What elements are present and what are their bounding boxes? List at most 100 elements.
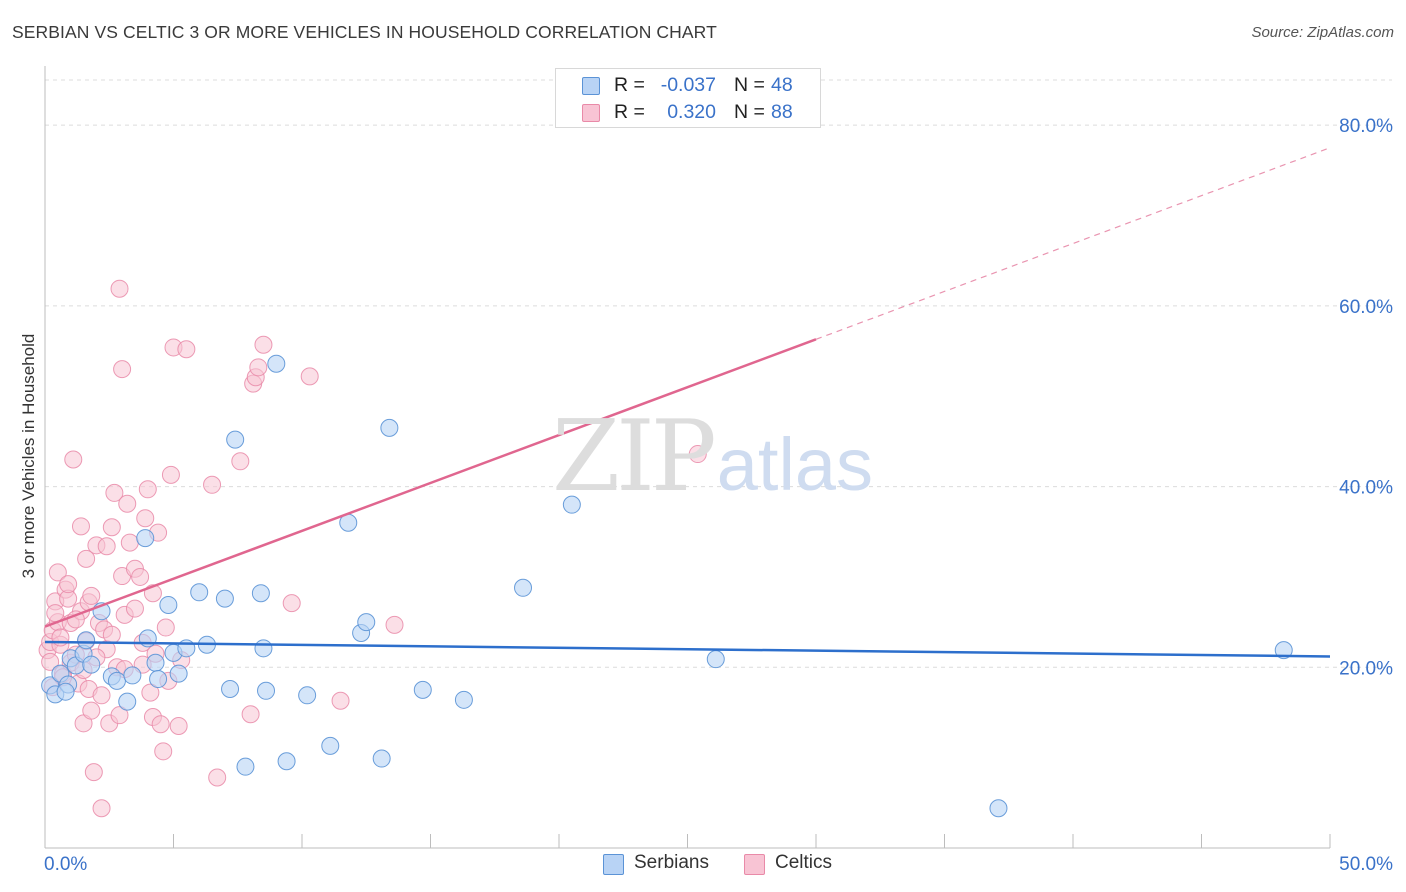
- celtic-point: [161, 465, 180, 484]
- serbian-trend-line: [44, 640, 1331, 658]
- celtic-point: [282, 594, 301, 613]
- celtic-point: [110, 279, 129, 298]
- celtic-point: [203, 475, 222, 494]
- celtic-point: [249, 358, 268, 377]
- serbian-points: [41, 354, 1293, 818]
- celtic-point: [120, 533, 139, 552]
- serbian-point: [989, 799, 1008, 818]
- serbian-point: [454, 690, 473, 709]
- celtic-point: [154, 742, 173, 761]
- celtics-swatch: [582, 104, 600, 122]
- celtic-point: [118, 494, 137, 513]
- serbian-point: [372, 749, 391, 768]
- celtic-point: [300, 367, 319, 386]
- celtic-point: [102, 518, 121, 537]
- chart-title: SERBIAN VS CELTIC 3 OR MORE VEHICLES IN …: [12, 22, 717, 42]
- n-label: N =: [734, 101, 765, 123]
- x-tick-label: 50.0%: [1339, 854, 1393, 875]
- celtic-point: [77, 549, 96, 568]
- serbian-point: [169, 664, 188, 683]
- celtic-point: [131, 567, 150, 586]
- y-tick-label: 80.0%: [1339, 116, 1393, 137]
- serbian-point: [298, 686, 317, 705]
- serbian-point: [118, 692, 137, 711]
- trend-lines: [44, 147, 1331, 658]
- celtic-point: [177, 340, 196, 359]
- celtic-point: [46, 604, 65, 623]
- celtic-point: [169, 717, 188, 736]
- celtic-point: [71, 517, 90, 536]
- celtic-point: [102, 625, 121, 644]
- serbian-point: [251, 584, 270, 603]
- celtic-point: [82, 586, 101, 605]
- celtic-point: [84, 763, 103, 782]
- serbian-point: [277, 752, 296, 771]
- celtic-points: [38, 279, 707, 818]
- celtic-point: [331, 691, 350, 710]
- celtic-point: [241, 705, 260, 724]
- celtic-point: [41, 652, 60, 671]
- n-value: 88: [771, 101, 793, 123]
- celtic-point: [136, 509, 155, 528]
- serbian-point: [221, 679, 240, 698]
- celtics-swatch: [744, 854, 765, 875]
- n-label: N =: [734, 74, 765, 96]
- celtic-point: [92, 686, 111, 705]
- legend-row-serbians: R = -0.037 N = 48: [556, 73, 820, 99]
- celtic-point: [385, 615, 404, 634]
- source-label: Source: ZipAtlas.com: [1251, 24, 1394, 41]
- serbian-point: [706, 650, 725, 669]
- y-tick-label: 40.0%: [1339, 478, 1393, 499]
- celtic-point: [254, 335, 273, 354]
- serbian-point: [82, 655, 101, 674]
- serbian-point: [357, 613, 376, 632]
- n-value: 48: [771, 74, 793, 96]
- y-tick-label: 20.0%: [1339, 658, 1393, 679]
- y-axis-label: 3 or more Vehicles in Household: [19, 334, 38, 579]
- celtic-point: [141, 683, 160, 702]
- serbian-point: [380, 418, 399, 437]
- x-tick-label: 0.0%: [44, 854, 87, 875]
- serbian-point: [562, 495, 581, 514]
- celtic-point: [151, 715, 170, 734]
- celtic-point: [110, 706, 129, 725]
- r-label: R =: [614, 101, 645, 123]
- celtic-point: [208, 768, 227, 787]
- serbian-point: [413, 680, 432, 699]
- celtic-point: [113, 360, 132, 379]
- serbian-point: [149, 670, 168, 689]
- legend-row-celtics: R = 0.320 N = 88: [556, 100, 820, 126]
- serbian-point: [321, 736, 340, 755]
- serbians-swatch: [603, 854, 624, 875]
- serbian-point: [146, 653, 165, 672]
- celtic-point: [48, 563, 67, 582]
- grid-lines: [45, 79, 1392, 668]
- celtic-point: [156, 618, 175, 637]
- serbian-point: [514, 578, 533, 597]
- serbian-point: [159, 595, 178, 614]
- celtic-point: [92, 799, 111, 818]
- serbian-point: [190, 583, 209, 602]
- r-value: 0.320: [667, 101, 716, 123]
- celtic-point: [105, 483, 124, 502]
- stats-legend: R = -0.037 N = 48 R = 0.320 N = 88: [555, 68, 821, 128]
- celtic-trend-extension: [815, 147, 1331, 340]
- serbian-point: [226, 430, 245, 449]
- serbian-point: [123, 666, 142, 685]
- celtic-trend-line: [44, 338, 817, 628]
- serbian-point: [257, 681, 276, 700]
- serbian-point: [1274, 641, 1293, 660]
- celtic-point: [231, 452, 250, 471]
- celtic-point: [64, 450, 83, 469]
- serbian-point: [236, 757, 255, 776]
- tick-labels: 20.0% 40.0% 60.0% 80.0% 0.0% 50.0% 3 or more V…: [19, 116, 1393, 875]
- serbians-label: Serbians: [634, 852, 709, 873]
- serbian-point: [267, 354, 286, 373]
- y-tick-label: 60.0%: [1339, 297, 1393, 318]
- serbian-point: [107, 671, 126, 690]
- celtic-point: [82, 701, 101, 720]
- serbian-point: [56, 682, 75, 701]
- serbians-swatch: [582, 77, 600, 95]
- serbian-point: [215, 589, 234, 608]
